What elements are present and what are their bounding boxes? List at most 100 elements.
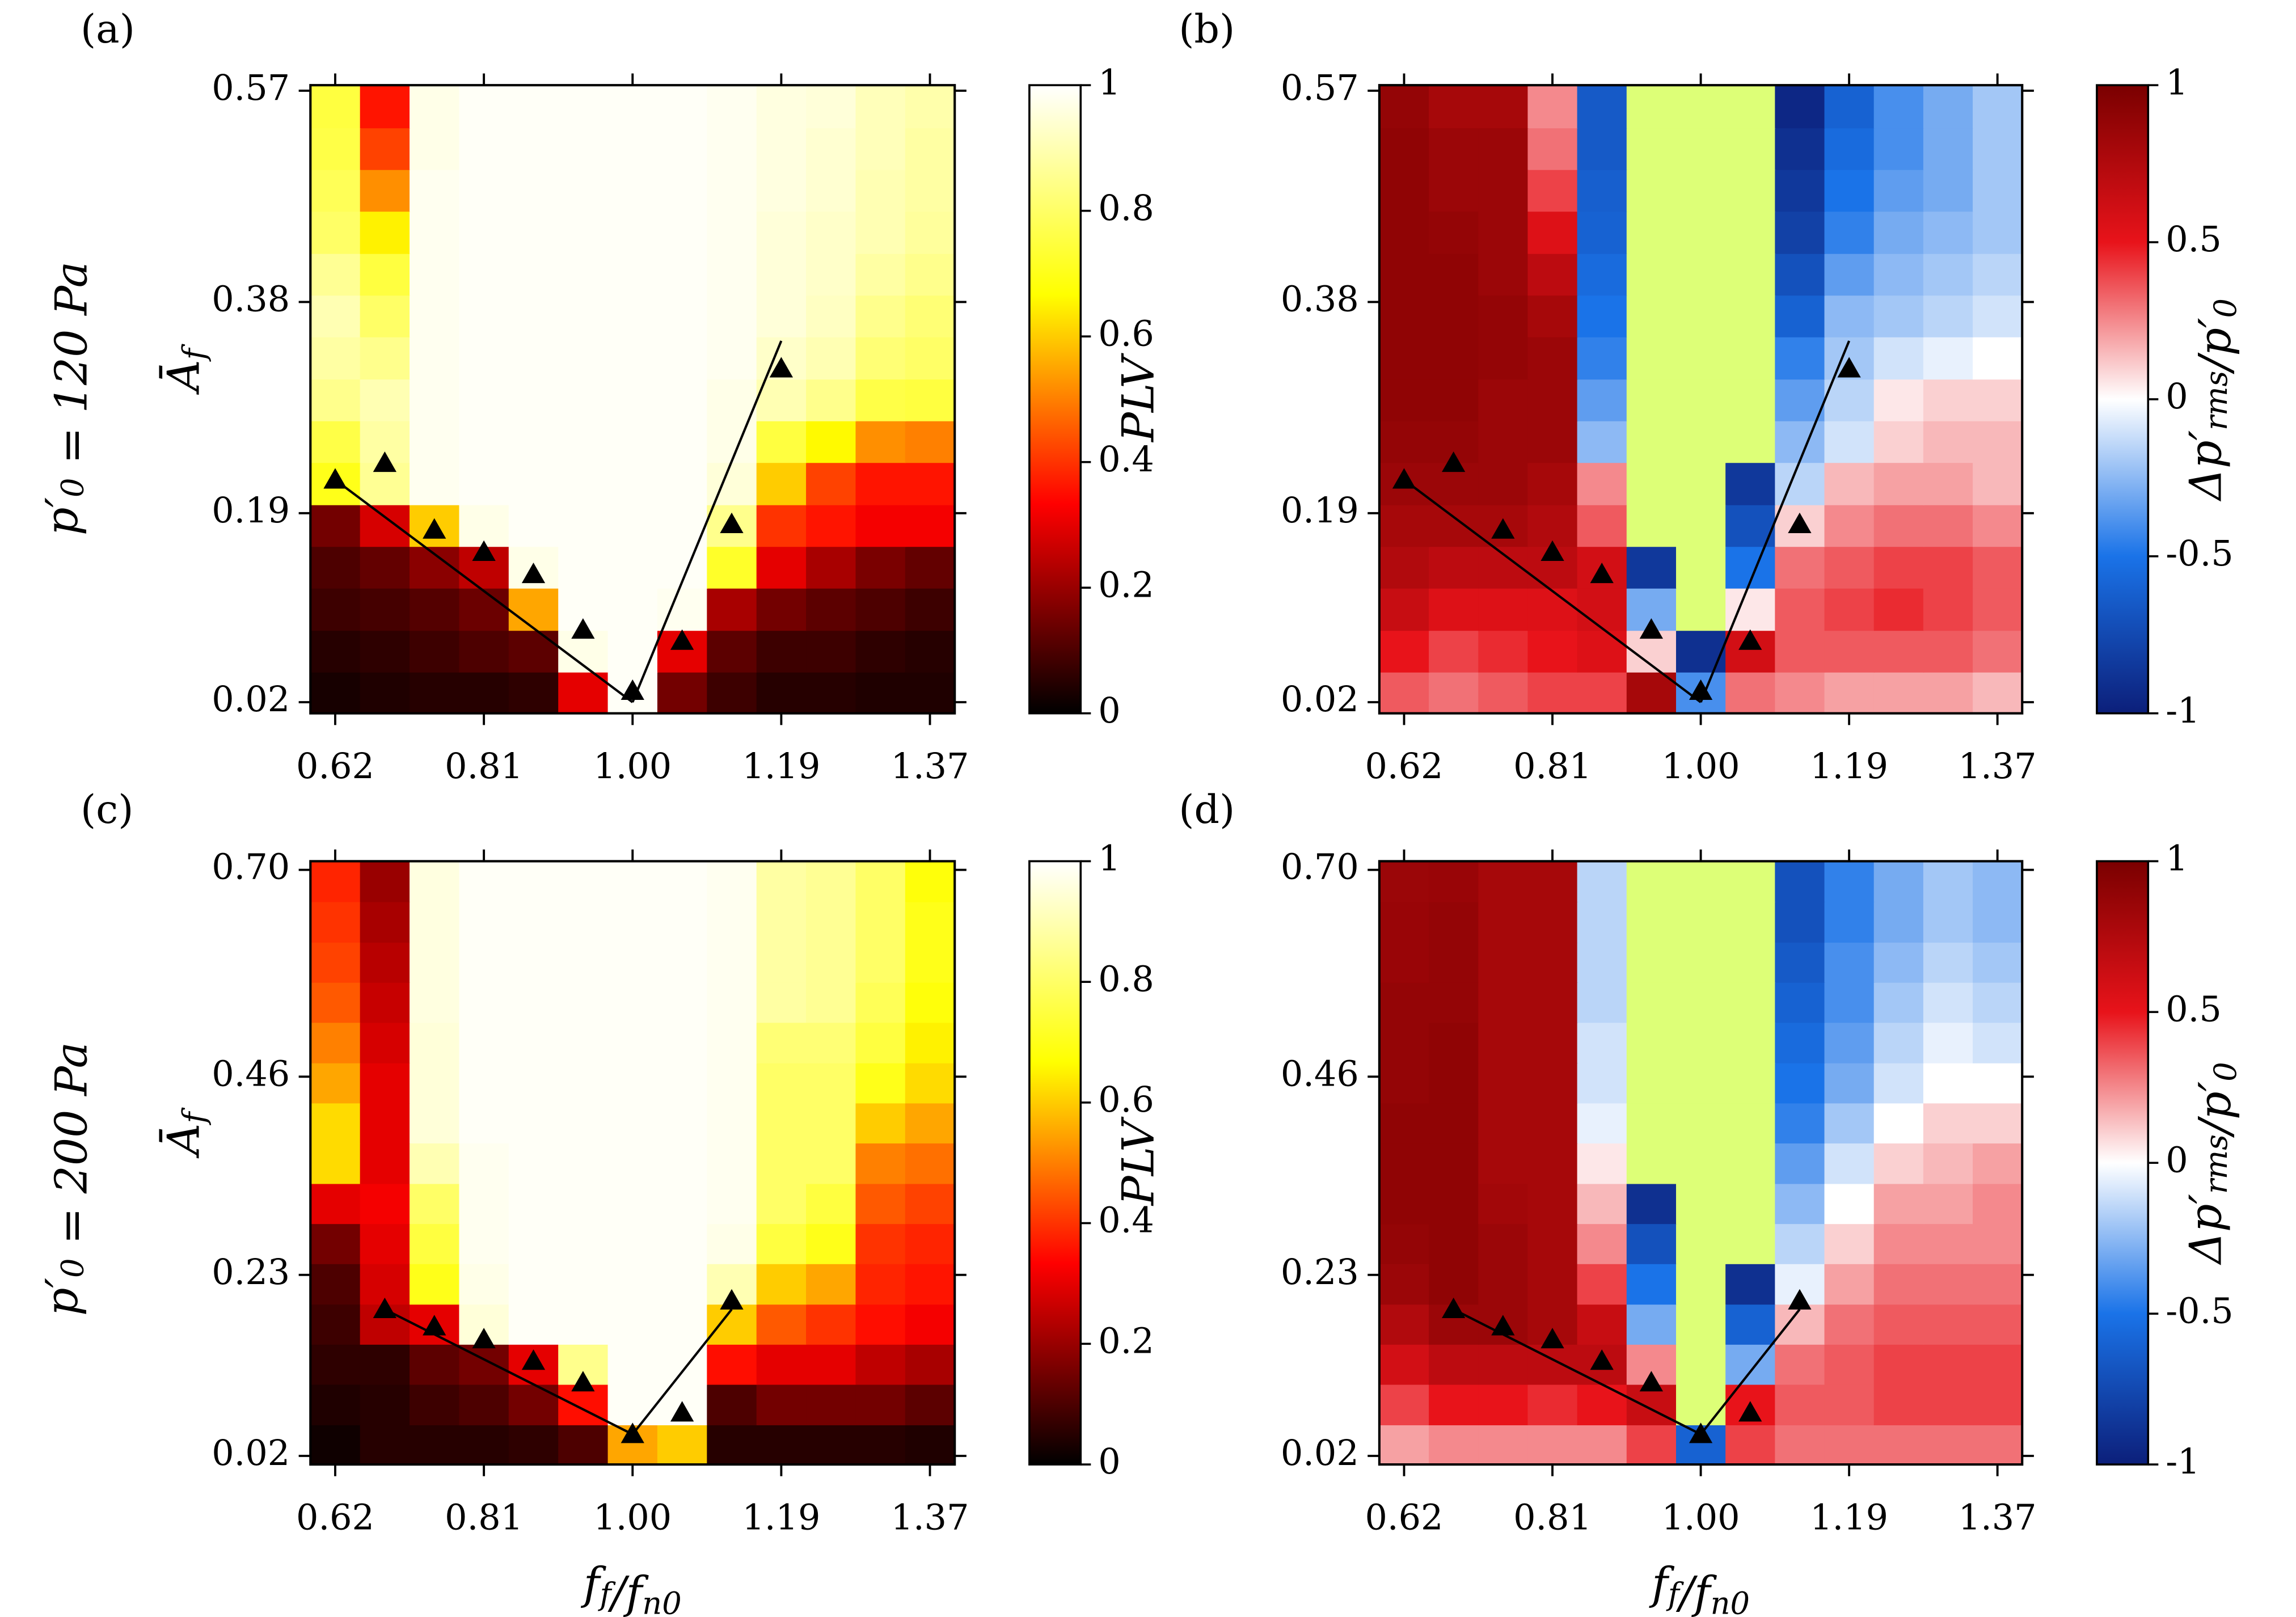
heatmap-cell [806, 1384, 857, 1425]
heatmap-cell [558, 420, 609, 463]
heatmap-cell [1725, 1142, 1776, 1184]
heatmap-cell [1478, 1424, 1529, 1466]
heatmap-cell [1725, 420, 1776, 463]
heatmap-cell [1675, 1303, 1727, 1345]
heatmap-cell [508, 1142, 559, 1184]
heatmap-cell [310, 1142, 361, 1184]
heatmap-cell [558, 1021, 609, 1063]
heatmap-cell [1527, 1424, 1578, 1466]
fit-line [631, 1308, 733, 1436]
heatmap-cell [806, 942, 857, 983]
heatmap-cell [1725, 1183, 1776, 1225]
heatmap-cell [558, 462, 609, 505]
heatmap-cell [1429, 1424, 1479, 1466]
heatmap-cell [756, 420, 807, 463]
heatmap-cell [855, 169, 906, 212]
heatmap-cell [1379, 901, 1430, 943]
heatmap-cell [558, 901, 609, 943]
heatmap-cell [310, 1223, 361, 1264]
heatmap-cell [558, 294, 609, 337]
heatmap-cell [1675, 861, 1727, 902]
heatmap-cell [558, 253, 609, 296]
heatmap-cell [360, 1062, 411, 1104]
triangle-marker [1491, 1315, 1515, 1336]
x-tick-label: 1.37 [1959, 745, 2037, 787]
heatmap-cell [855, 942, 906, 983]
colorbar-tick-label: 0.6 [1098, 313, 1154, 354]
heatmap-cell [1626, 253, 1677, 296]
heatmap-cell [1923, 378, 1974, 421]
heatmap-cell [607, 1303, 659, 1345]
heatmap-cell [1824, 462, 1875, 505]
heatmap-cell [1379, 1263, 1430, 1305]
heatmap-cell [657, 1142, 708, 1184]
heatmap-cell [360, 1142, 411, 1184]
heatmap-cell [459, 588, 510, 631]
heatmap-cell [1775, 210, 1826, 254]
heatmap-cell [756, 901, 807, 943]
heatmap-cell [905, 1303, 956, 1345]
heatmap-cell [657, 1223, 708, 1264]
heatmap-cell [558, 1303, 609, 1345]
y-tick-label: 0.02 [1281, 678, 1359, 720]
heatmap-cell [1429, 85, 1479, 129]
heatmap-cell [1429, 1263, 1479, 1305]
heatmap-cell [310, 210, 361, 254]
heatmap-cell [1923, 982, 1974, 1023]
y-axis-label: Āf [158, 1107, 212, 1159]
heatmap-cell [1775, 588, 1826, 631]
heatmap-cell [1626, 546, 1677, 589]
heatmap-cell [1775, 420, 1826, 463]
heatmap-cell [657, 1263, 708, 1305]
heatmap-cell [1527, 861, 1578, 902]
heatmap-cell [1824, 127, 1875, 170]
heatmap-cell [459, 462, 510, 505]
heatmap-cell [756, 1102, 807, 1144]
heatmap-cell [360, 588, 411, 631]
heatmap-cell [657, 672, 708, 715]
triangle-marker [720, 1289, 744, 1310]
triangle-marker [472, 540, 496, 561]
fit-line [1699, 340, 1851, 703]
heatmap-cell [756, 672, 807, 715]
heatmap-cell [1675, 1021, 1727, 1063]
heatmap-cell [459, 1384, 510, 1425]
heatmap-cell [1725, 85, 1776, 129]
heatmap-cell [1577, 588, 1628, 631]
heatmap-cell [1527, 901, 1578, 943]
heatmap-cell [558, 210, 609, 254]
heatmap-cell [1775, 1142, 1826, 1184]
heatmap-cell [310, 169, 361, 212]
row-label: p′0 = 200 Pa [37, 1042, 97, 1316]
colorbar-tick-label: 0.2 [1098, 564, 1154, 605]
heatmap-cell [459, 294, 510, 337]
heatmap-cell [1775, 378, 1826, 421]
heatmap-cell [607, 630, 659, 673]
heatmap-cell [707, 630, 758, 673]
heatmap-cell [410, 1021, 460, 1063]
heatmap-cell [1973, 420, 2023, 463]
heatmap-cell [607, 253, 659, 296]
heatmap-cell [1973, 1021, 2023, 1063]
heatmap-cell [508, 1424, 559, 1466]
triangle-marker [1590, 1349, 1614, 1370]
y-axis-label: Āf [158, 343, 212, 395]
heatmap-cell [1379, 1344, 1430, 1385]
heatmap-cell [905, 336, 956, 380]
heatmap-cell [1626, 1062, 1677, 1104]
triangle-marker [1689, 1422, 1713, 1443]
heatmap-cell [806, 1183, 857, 1225]
heatmap-cell [1527, 127, 1578, 170]
heatmap-cell [459, 942, 510, 983]
heatmap-cell [1527, 672, 1578, 715]
heatmap-cell [1775, 901, 1826, 943]
heatmap-cell [1775, 294, 1826, 337]
heatmap-cell [707, 861, 758, 902]
heatmap-cell [607, 982, 659, 1023]
heatmap-cell [607, 942, 659, 983]
heatmap-cell [1626, 861, 1677, 902]
y-tick-label: 0.70 [1281, 846, 1359, 888]
heatmap-cell [607, 85, 659, 129]
heatmap-cell [855, 462, 906, 505]
heatmap-cell [657, 420, 708, 463]
